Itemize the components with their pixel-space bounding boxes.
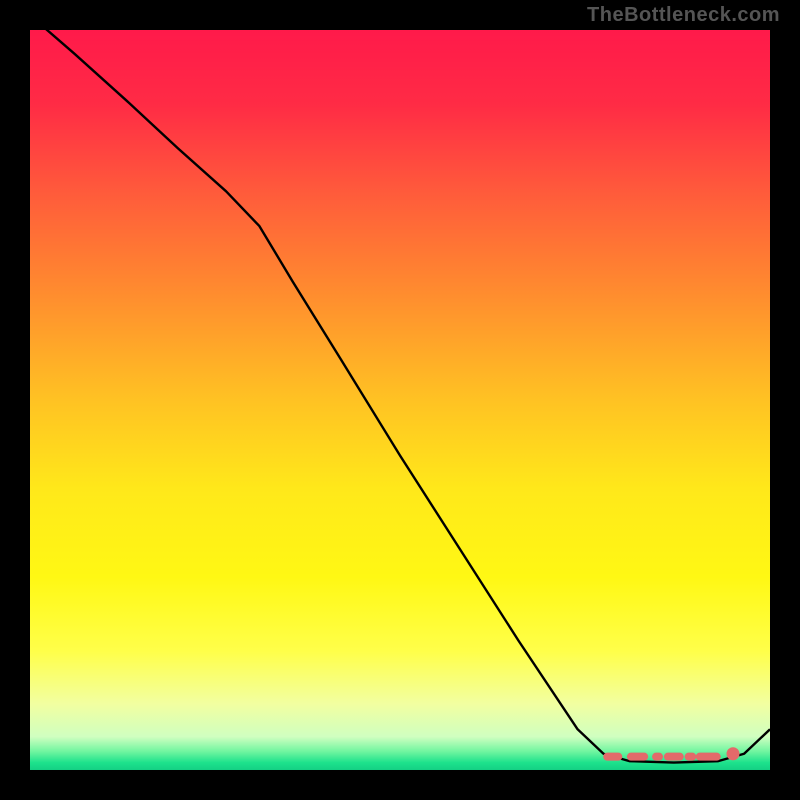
chart-area bbox=[30, 30, 770, 770]
highlight-dot bbox=[727, 747, 740, 760]
chart-background bbox=[30, 30, 770, 770]
bottleneck-curve-chart bbox=[30, 30, 770, 770]
watermark-text: TheBottleneck.com bbox=[587, 4, 780, 27]
